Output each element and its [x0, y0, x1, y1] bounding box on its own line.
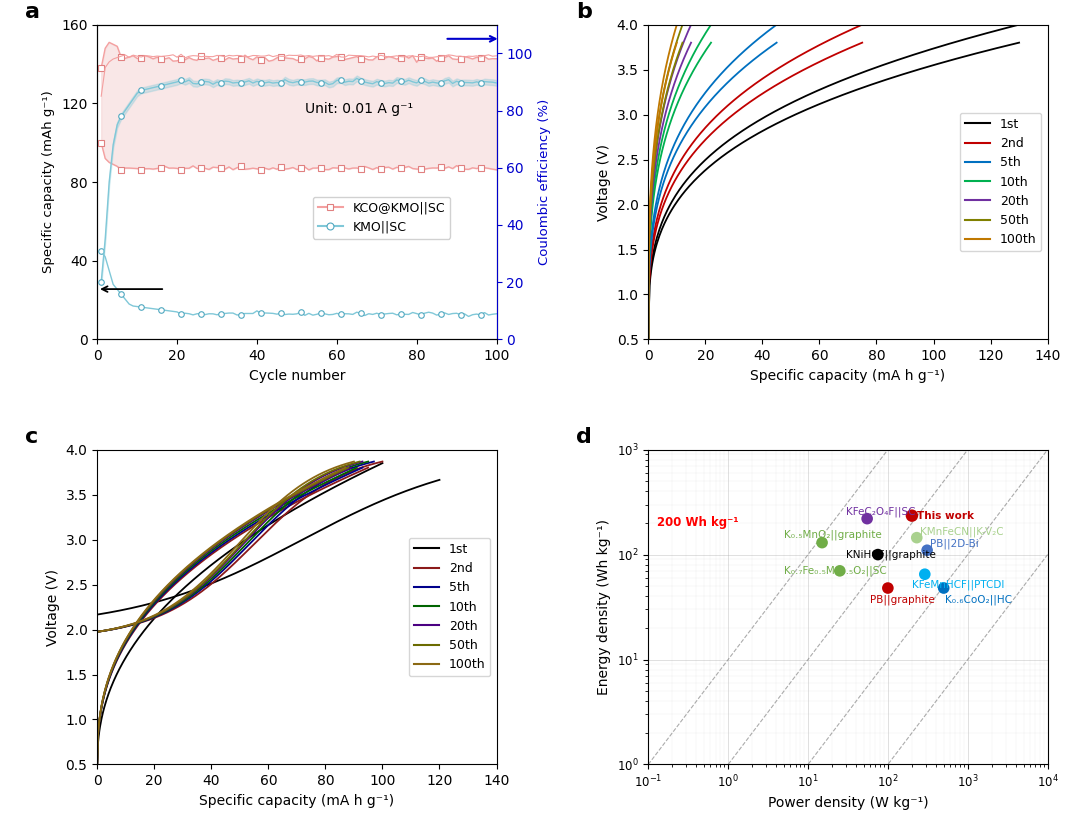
Text: 200 Wh kg⁻¹: 200 Wh kg⁻¹	[658, 516, 739, 529]
Text: KMnFeCN||K-V₂C: KMnFeCN||K-V₂C	[920, 526, 1003, 537]
Y-axis label: Voltage (V): Voltage (V)	[46, 569, 59, 645]
Text: c: c	[25, 427, 39, 447]
X-axis label: Cycle number: Cycle number	[248, 369, 346, 383]
Point	[869, 548, 887, 561]
Point	[832, 564, 849, 577]
Point	[935, 581, 953, 594]
Text: d: d	[577, 427, 592, 447]
Text: K₀.₅MnO₂||graphite: K₀.₅MnO₂||graphite	[784, 529, 881, 540]
Text: Unit: 0.01 A g⁻¹: Unit: 0.01 A g⁻¹	[305, 102, 413, 116]
Text: This work: This work	[917, 510, 974, 520]
X-axis label: Power density (W kg⁻¹): Power density (W kg⁻¹)	[768, 797, 928, 810]
Y-axis label: Voltage (V): Voltage (V)	[597, 144, 611, 220]
Text: PB||graphite: PB||graphite	[870, 594, 935, 605]
Text: PB||2D-Bi: PB||2D-Bi	[930, 539, 980, 549]
Point	[903, 509, 920, 522]
X-axis label: Specific capacity (mA h g⁻¹): Specific capacity (mA h g⁻¹)	[200, 794, 394, 808]
Text: KFeC₂O₄F||SC: KFeC₂O₄F||SC	[846, 506, 916, 517]
Text: a: a	[25, 2, 40, 22]
Text: b: b	[577, 2, 592, 22]
Point	[859, 512, 876, 525]
Point	[908, 531, 926, 544]
Y-axis label: Energy density (Wh kg⁻¹): Energy density (Wh kg⁻¹)	[597, 519, 611, 695]
Point	[879, 581, 896, 594]
Legend: 1st, 2nd, 5th, 10th, 20th, 50th, 100th: 1st, 2nd, 5th, 10th, 20th, 50th, 100th	[960, 113, 1041, 252]
Text: KNiHCF||graphite: KNiHCF||graphite	[846, 549, 936, 560]
X-axis label: Specific capacity (mA h g⁻¹): Specific capacity (mA h g⁻¹)	[751, 369, 945, 383]
Point	[916, 568, 933, 581]
Text: K₀.₇Fe₀.₅Mn₀.₅O₂||SC: K₀.₇Fe₀.₅Mn₀.₅O₂||SC	[784, 566, 887, 576]
Legend: KCO@KMO||SC, KMO||SC: KCO@KMO||SC, KMO||SC	[313, 196, 450, 238]
Legend: 1st, 2nd, 5th, 10th, 20th, 50th, 100th: 1st, 2nd, 5th, 10th, 20th, 50th, 100th	[408, 538, 490, 677]
Point	[813, 536, 831, 549]
Point	[918, 543, 935, 556]
Text: KFeMnHCF||PTCDI: KFeMnHCF||PTCDI	[912, 580, 1004, 590]
Text: K₀.₆CoO₂||HC: K₀.₆CoO₂||HC	[945, 594, 1012, 605]
Y-axis label: Coulombic efficiency (%): Coulombic efficiency (%)	[538, 99, 551, 266]
Y-axis label: Specific capacity (mAh g⁻¹): Specific capacity (mAh g⁻¹)	[42, 90, 55, 274]
